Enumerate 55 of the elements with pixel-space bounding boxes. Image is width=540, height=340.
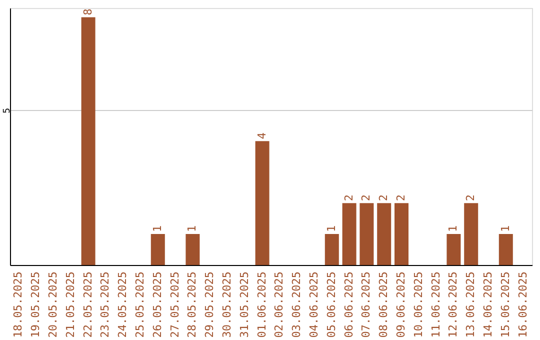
x-tick-label: 07.06.2025 — [360, 272, 373, 338]
x-tick-label: 20.05.2025 — [46, 272, 60, 338]
data-label: 1 — [498, 225, 512, 232]
x-tick-label: 09.06.2025 — [394, 272, 408, 338]
x-tick-label: 21.05.2025 — [64, 272, 77, 338]
x-tick-label: 30.05.2025 — [220, 272, 234, 338]
x-tick-label: 19.05.2025 — [29, 272, 42, 338]
data-label: 2 — [464, 194, 478, 202]
x-tick-label: 24.05.2025 — [116, 272, 130, 338]
bar — [498, 234, 513, 265]
data-label: 1 — [186, 225, 199, 232]
bar — [81, 17, 96, 265]
bar — [446, 234, 461, 265]
x-tick-label: 26.05.2025 — [150, 272, 164, 338]
x-tick-label: 06.06.2025 — [342, 272, 356, 338]
data-label: 1 — [324, 225, 338, 232]
x-tick-label: 29.05.2025 — [203, 272, 216, 338]
bar — [255, 141, 270, 265]
bar — [342, 203, 356, 265]
data-label: 2 — [342, 194, 356, 202]
x-tick-label: 25.05.2025 — [134, 272, 146, 338]
data-label: 8 — [81, 8, 94, 16]
data-label: 2 — [377, 194, 390, 202]
data-label: 4 — [255, 132, 268, 140]
x-tick-label: 14.06.2025 — [482, 272, 494, 338]
data-label: 2 — [394, 194, 408, 202]
bar — [186, 234, 200, 265]
x-tick-label: 08.06.2025 — [377, 272, 390, 338]
x-tick-label: 16.06.2025 — [516, 272, 530, 338]
bar — [464, 203, 478, 265]
x-tick-label: 31.05.2025 — [238, 272, 251, 338]
bar — [377, 203, 392, 265]
x-tick-label: 28.05.2025 — [186, 272, 199, 338]
x-tick-label: 13.06.2025 — [464, 272, 478, 338]
x-tick-label: 03.06.2025 — [290, 272, 304, 338]
bar — [150, 234, 165, 265]
bar — [360, 203, 374, 265]
x-tick-label: 02.06.2025 — [272, 272, 286, 338]
data-label: 1 — [446, 225, 460, 232]
x-tick-label: 05.06.2025 — [324, 272, 338, 338]
x-tick-label: 22.05.2025 — [81, 272, 94, 338]
data-label: 2 — [360, 194, 373, 202]
x-tick-label: 15.06.2025 — [498, 272, 512, 338]
x-tick-label: 27.05.2025 — [168, 272, 182, 338]
bar — [324, 234, 339, 265]
x-tick-label: 10.06.2025 — [412, 272, 425, 338]
data-label: 1 — [150, 225, 164, 232]
x-tick-label: 01.06.2025 — [255, 272, 268, 338]
y-tick-label: 5 — [2, 108, 12, 114]
x-tick-label: 12.06.2025 — [446, 272, 460, 338]
x-tick-label: 04.06.2025 — [308, 272, 320, 338]
bar — [394, 203, 408, 265]
x-tick-label: 23.05.2025 — [98, 272, 112, 338]
x-tick-label: 18.05.2025 — [12, 272, 25, 338]
x-tick-label: 11.06.2025 — [429, 272, 442, 338]
